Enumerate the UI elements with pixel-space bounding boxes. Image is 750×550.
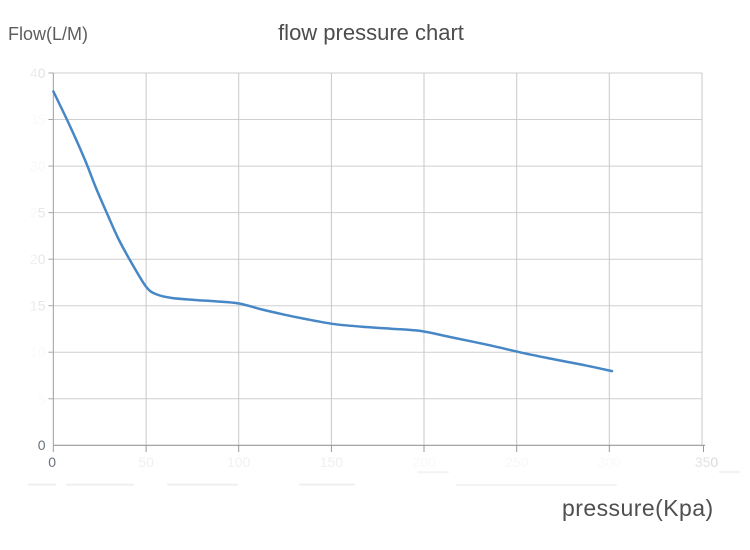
svg-text:5: 5 (38, 391, 46, 407)
svg-text:300: 300 (598, 454, 622, 470)
svg-text:100: 100 (227, 454, 251, 470)
svg-text:15: 15 (30, 298, 46, 314)
svg-text:25: 25 (30, 205, 46, 221)
svg-text:30: 30 (30, 158, 46, 174)
svg-text:350: 350 (695, 454, 719, 470)
svg-text:200: 200 (412, 454, 436, 470)
svg-text:10: 10 (30, 344, 46, 360)
svg-text:40: 40 (30, 65, 46, 81)
svg-text:0: 0 (48, 454, 56, 470)
svg-text:20: 20 (30, 251, 46, 267)
svg-text:250: 250 (505, 454, 529, 470)
svg-text:35: 35 (30, 112, 46, 128)
svg-text:50: 50 (138, 454, 154, 470)
svg-text:150: 150 (320, 454, 344, 470)
svg-text:0: 0 (38, 437, 46, 453)
